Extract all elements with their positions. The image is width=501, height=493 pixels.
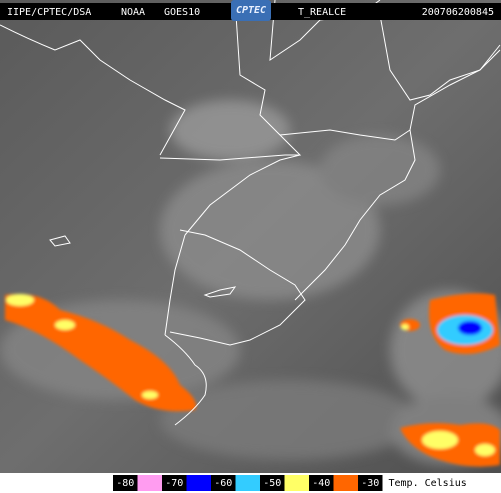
legend-label: -50 [263,478,281,489]
legend-label-box [211,475,236,491]
legend-swatch [137,475,162,491]
header-bar: IIPE/CPTEC/DSA NOAA GOES10 CPTEC T_REALC… [0,0,501,21]
legend-swatch [186,475,211,491]
legend: -80 -70 -60 -50 -40 -30 Temp. Celsius [0,473,501,493]
legend-label-box [309,475,334,491]
legend-swatch [235,475,260,491]
legend-label-box [162,475,187,491]
legend-label-box [113,475,138,491]
cold-cloud-tops [5,293,500,467]
legend-label-box [260,475,285,491]
map-outlines [0,0,500,425]
legend-label: -60 [214,478,232,489]
legend-swatch [284,475,309,491]
satellite-image [0,0,501,473]
timestamp: 200706200845 [422,7,494,18]
legend-label: -30 [361,478,379,489]
legend-label-box [358,475,383,491]
legend-label: -40 [312,478,330,489]
product: T_REALCE [298,7,346,18]
agency: IIPE/CPTEC/DSA [7,7,91,18]
logo: CPTEC [236,5,266,16]
logo-box [231,0,271,21]
legend-unit: Temp. Celsius [389,478,467,489]
legend-swatch [333,475,358,491]
source: NOAA [121,7,145,18]
legend-label: -80 [116,478,134,489]
satellite: GOES10 [164,7,200,18]
legend-label: -70 [165,478,183,489]
